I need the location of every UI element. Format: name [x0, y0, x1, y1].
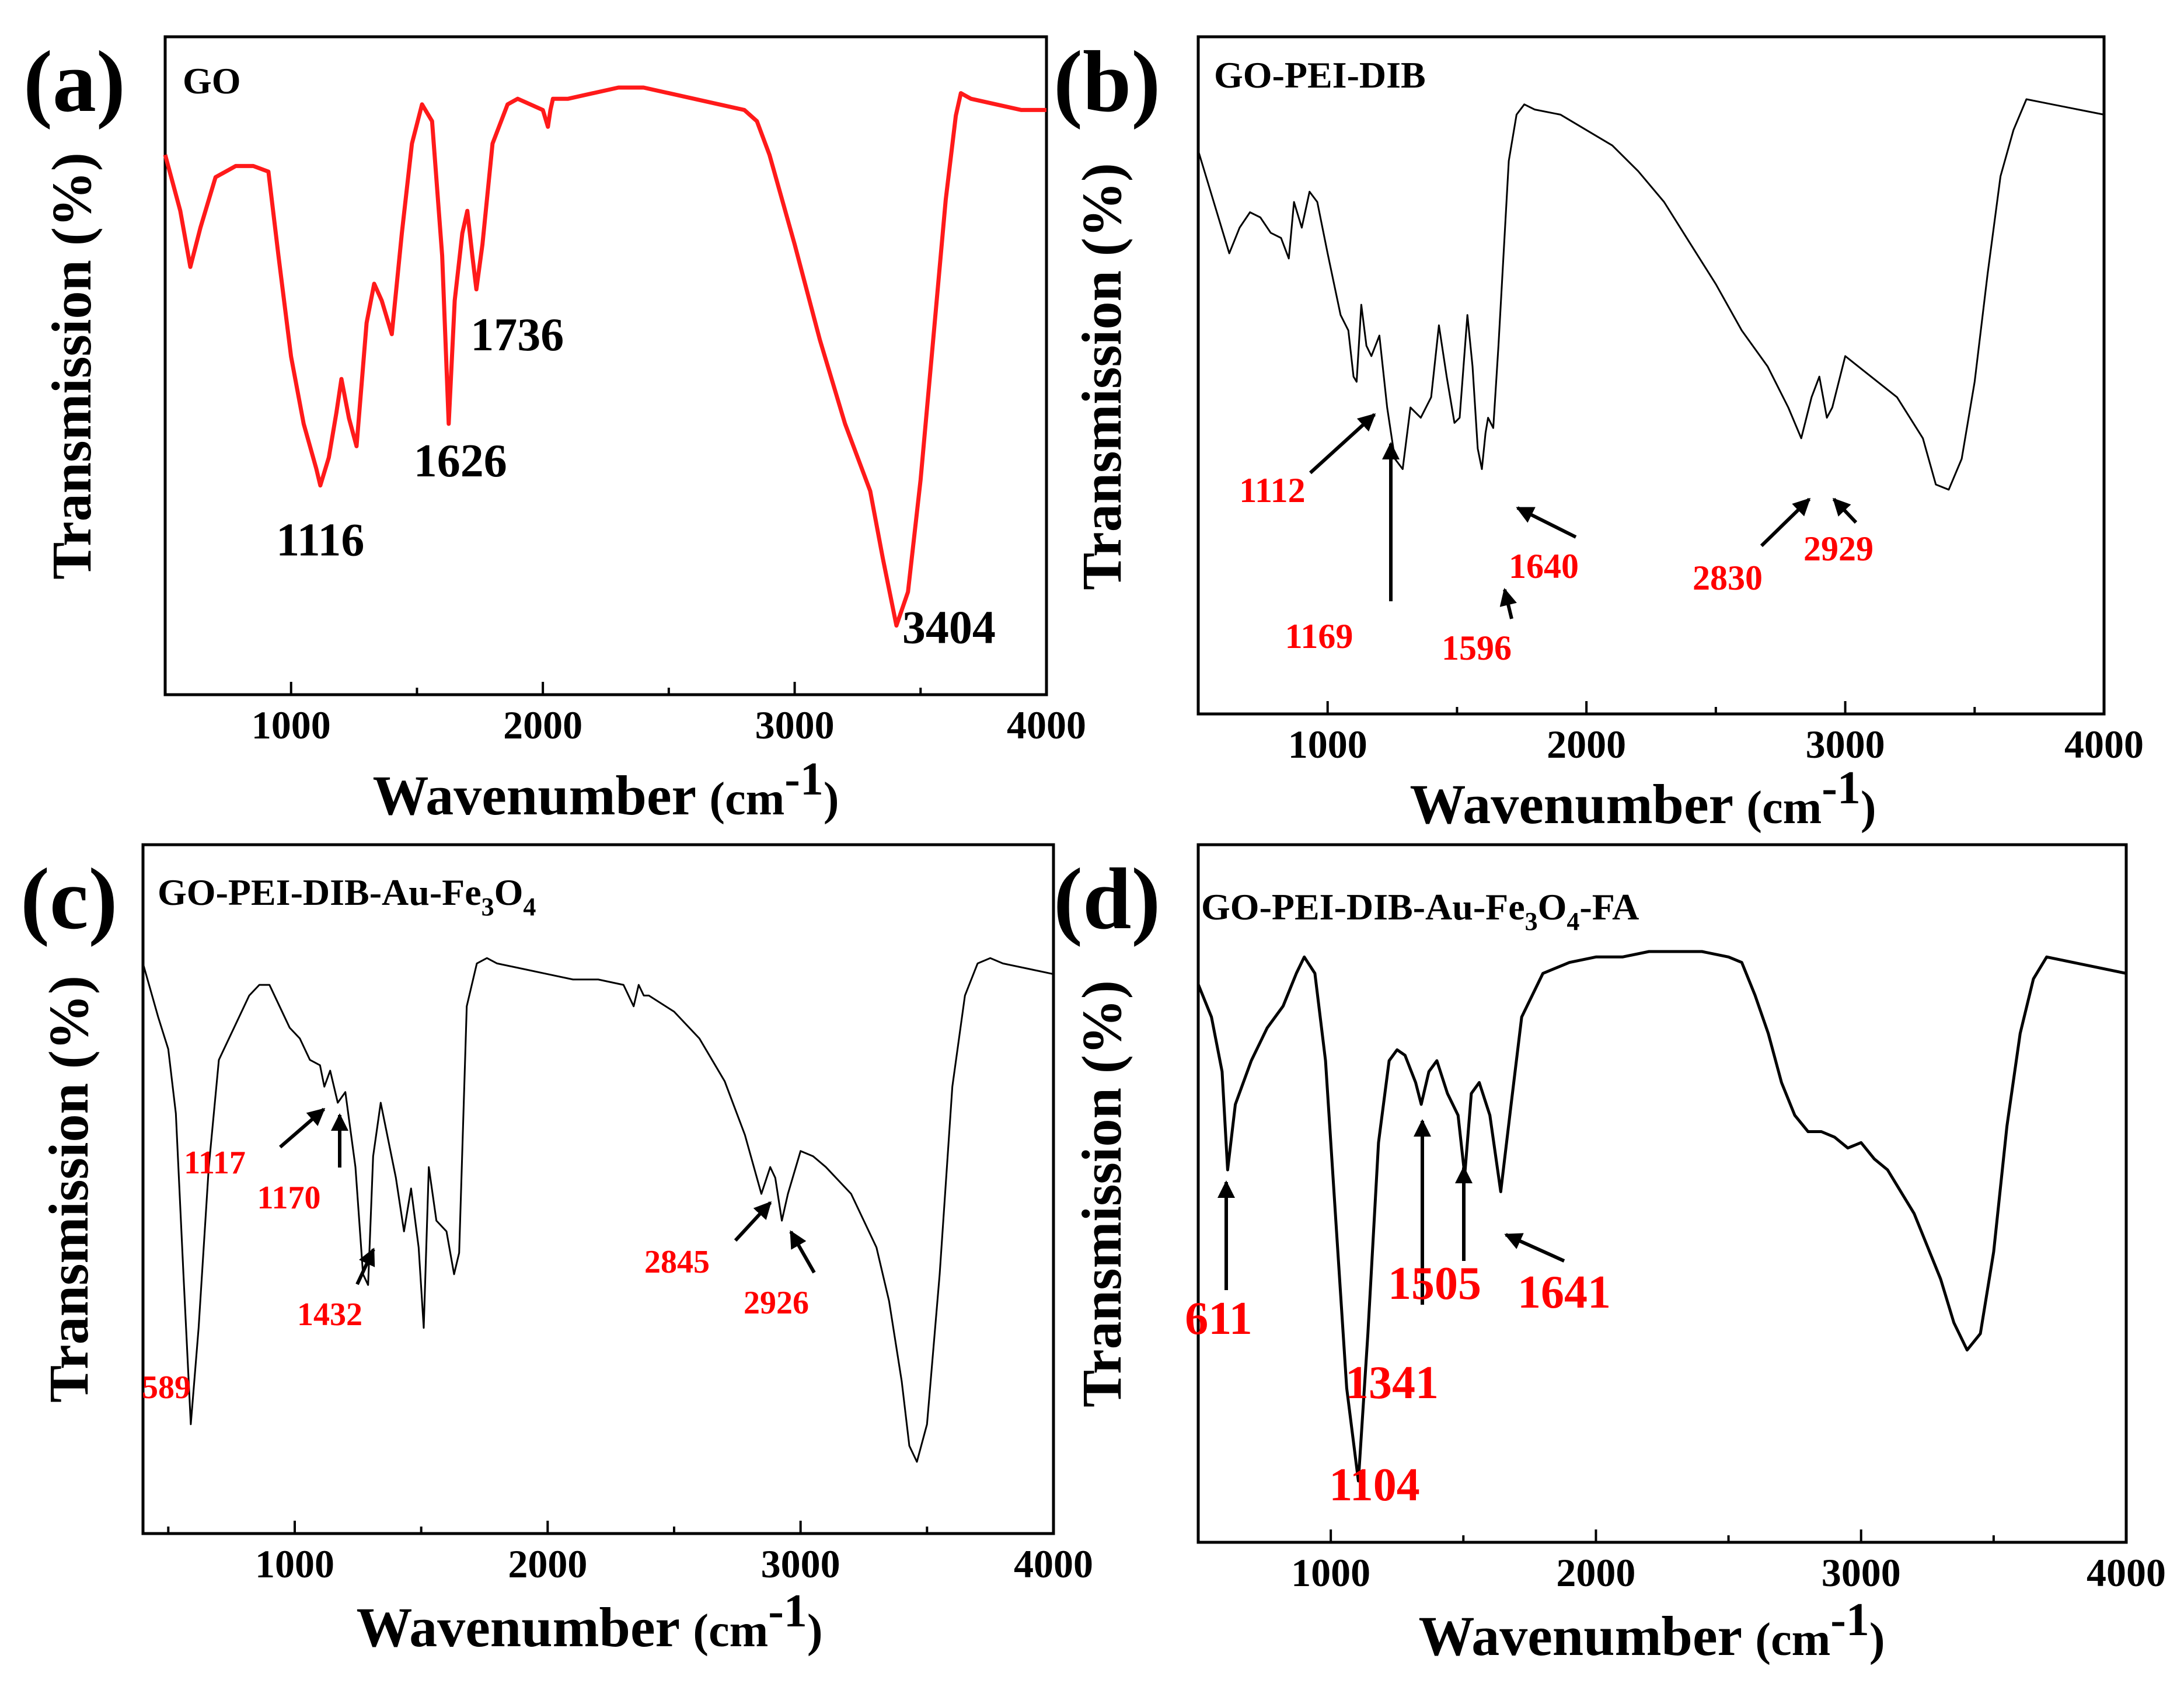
x-tick-label: 1000	[1288, 722, 1367, 766]
peak-label: 1341	[1345, 1357, 1439, 1409]
plot-frame	[141, 843, 1055, 1535]
x-tick-label: 3000	[1822, 1550, 1901, 1595]
peak-label: 1641	[1517, 1267, 1611, 1318]
peak-label: 1626	[414, 435, 507, 487]
x-tick-label: 1000	[255, 1542, 334, 1586]
x-tick-label: 1000	[252, 703, 331, 747]
peak-arrow	[1499, 588, 1517, 619]
peak-arrow	[789, 1230, 816, 1274]
x-tick-label: 4000	[2064, 722, 2144, 766]
x-tick-label: 2000	[1547, 722, 1626, 766]
peak-label: 589	[142, 1370, 191, 1406]
plot-area	[1196, 950, 2127, 1483]
peak-label: 3404	[902, 602, 996, 654]
x-tick-label: 3000	[761, 1542, 840, 1586]
panel-title: GO-PEI-DIB	[1214, 54, 1426, 96]
peak-label: 1505	[1388, 1258, 1481, 1309]
x-tick-label: 2000	[508, 1542, 587, 1586]
peak-arrow	[1309, 413, 1376, 475]
x-tick-label: 4000	[1007, 703, 1086, 747]
plot-frame	[1196, 35, 2106, 716]
panel-label: (b)	[1053, 33, 1160, 130]
y-axis-title: Transmission (%)	[1070, 163, 1133, 590]
peak-arrow	[734, 1201, 772, 1242]
panel-title: GO-PEI-DIB-Au-Fe3O4	[158, 872, 536, 921]
panel-d: (d) GO-PEI-DIB-Au-Fe3O4-FA Transmission …	[1053, 843, 2166, 1667]
x-axis-title: Wavenumber (cm-1)	[1418, 1594, 1885, 1667]
x-tick-label: 4000	[2087, 1550, 2166, 1595]
panel-a: (a) GO Transmission (%) Wavenumber (cm-1…	[23, 33, 1086, 827]
peak-label: 2926	[744, 1285, 809, 1321]
peak-label: 1170	[257, 1180, 321, 1216]
plot-area	[1197, 98, 2105, 491]
peak-label: 1117	[184, 1145, 246, 1181]
peak-label: 1432	[297, 1297, 362, 1333]
spectrum-line	[1196, 950, 2127, 1483]
peak-arrow	[355, 1248, 375, 1285]
peak-arrow	[1516, 506, 1577, 539]
plot-frame	[1196, 843, 2128, 1544]
y-axis-title: Transmission (%)	[1070, 980, 1133, 1407]
peak-label: 2830	[1693, 559, 1763, 597]
peak-arrow	[1760, 497, 1811, 548]
x-axis-title: Wavenumber (cm-1)	[372, 754, 839, 827]
y-axis-title: Transmission (%)	[37, 975, 100, 1403]
peak-arrow	[1832, 497, 1858, 524]
x-axis-title: Wavenumber (cm-1)	[356, 1586, 822, 1658]
peak-arrow	[1504, 1233, 1565, 1263]
peak-label: 611	[1185, 1293, 1253, 1344]
panel-label: (c)	[20, 851, 117, 947]
plot-frame	[163, 35, 1048, 696]
peak-label: 2845	[644, 1244, 710, 1280]
spectrum-line	[142, 957, 1054, 1463]
panel-b: (b) GO-PEI-DIB Transmission (%) Wavenumb…	[1053, 33, 2144, 835]
x-tick-label: 4000	[1014, 1542, 1093, 1586]
panel-label: (d)	[1053, 851, 1160, 947]
x-tick-label: 3000	[1806, 722, 1885, 766]
peak-label: 1736	[470, 309, 564, 361]
panel-c: (c) GO-PEI-DIB-Au-Fe3O4 Transmission (%)…	[20, 843, 1093, 1658]
plot-area	[163, 85, 1046, 628]
x-axis-title: Wavenumber (cm-1)	[1410, 762, 1876, 835]
panel-label: (a)	[23, 33, 125, 130]
x-tick-label: 3000	[755, 703, 835, 747]
peak-label: 1596	[1442, 629, 1512, 667]
peak-label: 1169	[1285, 617, 1353, 656]
peak-label: 1116	[276, 515, 364, 566]
peak-label: 2929	[1803, 529, 1874, 568]
x-tick-label: 1000	[1291, 1550, 1370, 1595]
peak-label: 1640	[1509, 547, 1579, 586]
panel-title: GO-PEI-DIB-Au-Fe3O4-FA	[1201, 886, 1639, 936]
y-axis-title: Transmission (%)	[40, 152, 103, 580]
peak-label: 1104	[1329, 1459, 1420, 1511]
spectrum-line	[1197, 98, 2105, 491]
plot-area	[142, 957, 1054, 1463]
peak-arrow	[279, 1107, 326, 1149]
panel-title: GO	[183, 60, 241, 102]
x-tick-label: 2000	[503, 703, 582, 747]
peak-label: 1112	[1239, 471, 1305, 510]
x-tick-label: 2000	[1556, 1550, 1635, 1595]
spectrum-line	[163, 85, 1046, 628]
